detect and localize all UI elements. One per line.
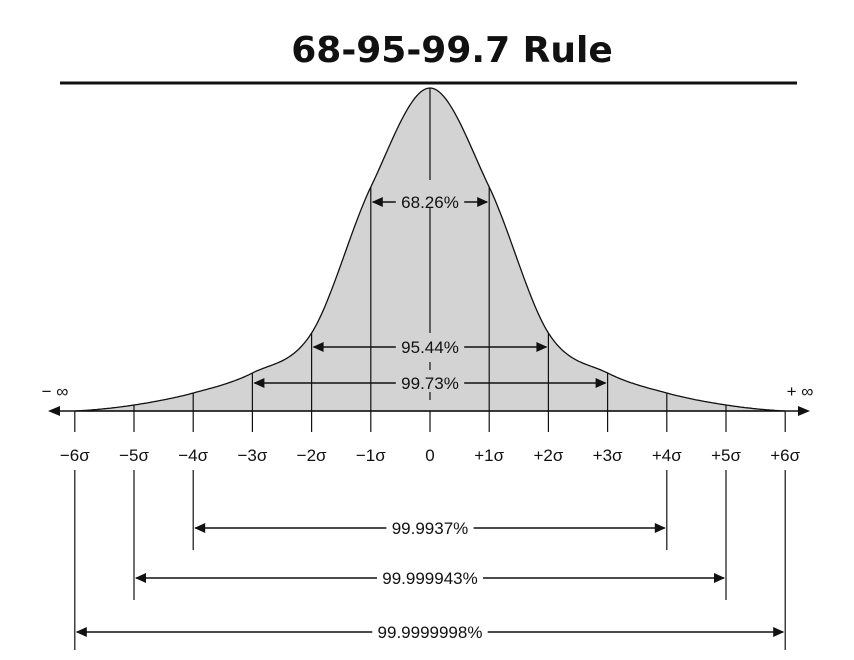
tick-label: −3σ [237, 446, 267, 465]
tick-label: +4σ [652, 446, 682, 465]
tick-label: +6σ [770, 446, 800, 465]
negative-infinity-label: − ∞ [42, 382, 69, 401]
left-arrow-icon [48, 406, 60, 416]
arrowhead-right-icon [654, 523, 666, 533]
tick-label: −2σ [297, 446, 327, 465]
tick-label: +1σ [474, 446, 504, 465]
interval-label: 68.26% [401, 193, 459, 212]
interval-label: 99.9999998% [378, 623, 483, 642]
arrowhead-left-icon [135, 573, 146, 583]
tick-label: +5σ [711, 446, 741, 465]
tick-label: −6σ [60, 446, 90, 465]
tick-label: +3σ [593, 446, 623, 465]
tick-label: −1σ [356, 446, 386, 465]
diagram-title: 68-95-99.7 Rule [291, 30, 613, 71]
interval-label: 99.73% [401, 374, 459, 393]
arrowhead-left-icon [75, 627, 87, 637]
arrowhead-left-icon [253, 378, 265, 388]
tick-label: +2σ [533, 446, 563, 465]
arrowhead-right-icon [536, 342, 548, 352]
arrowhead-left-icon [194, 523, 206, 533]
arrowhead-right-icon [773, 627, 785, 637]
interval-label: 99.999943% [382, 569, 477, 588]
interval-label: 95.44% [401, 338, 459, 357]
arrowhead-left-icon [312, 342, 324, 352]
interval-label: 99.9937% [392, 519, 469, 538]
tick-label: −5σ [119, 446, 149, 465]
right-arrow-icon [798, 406, 810, 416]
arrowhead-right-icon [477, 197, 489, 207]
tick-label: −4σ [178, 446, 208, 465]
arrowhead-right-icon [714, 573, 725, 583]
arrowhead-left-icon [371, 197, 383, 207]
tick-label: 0 [425, 446, 434, 465]
arrowhead-right-icon [595, 378, 607, 388]
positive-infinity-label: + ∞ [787, 382, 814, 401]
